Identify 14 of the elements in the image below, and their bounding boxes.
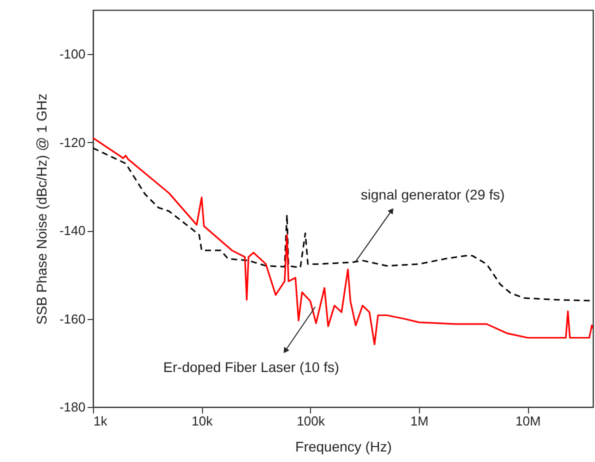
x-axis-title: Frequency (Hz) [295, 438, 392, 454]
y-tick-label: -160 [59, 311, 86, 326]
annotation: signal generator (29 fs) [360, 186, 505, 202]
x-tick-label: 100k [296, 414, 326, 428]
y-tick-label: -120 [59, 134, 86, 150]
y-tick-label: -100 [59, 46, 86, 62]
annotation: Er-doped Fiber Laser (10 fs) [163, 358, 340, 375]
x-tick-label: 10M [515, 414, 541, 428]
x-tick-label: 1M [410, 414, 428, 428]
x-tick-label: 10k [192, 414, 214, 428]
y-axis-title: SSB Phase Noise (dBc/Hz) @ 1 GHz [33, 93, 50, 325]
x-tick-label: 1k [94, 414, 108, 428]
y-tick-label: -180 [59, 400, 86, 414]
y-tick-label: -140 [59, 223, 86, 238]
